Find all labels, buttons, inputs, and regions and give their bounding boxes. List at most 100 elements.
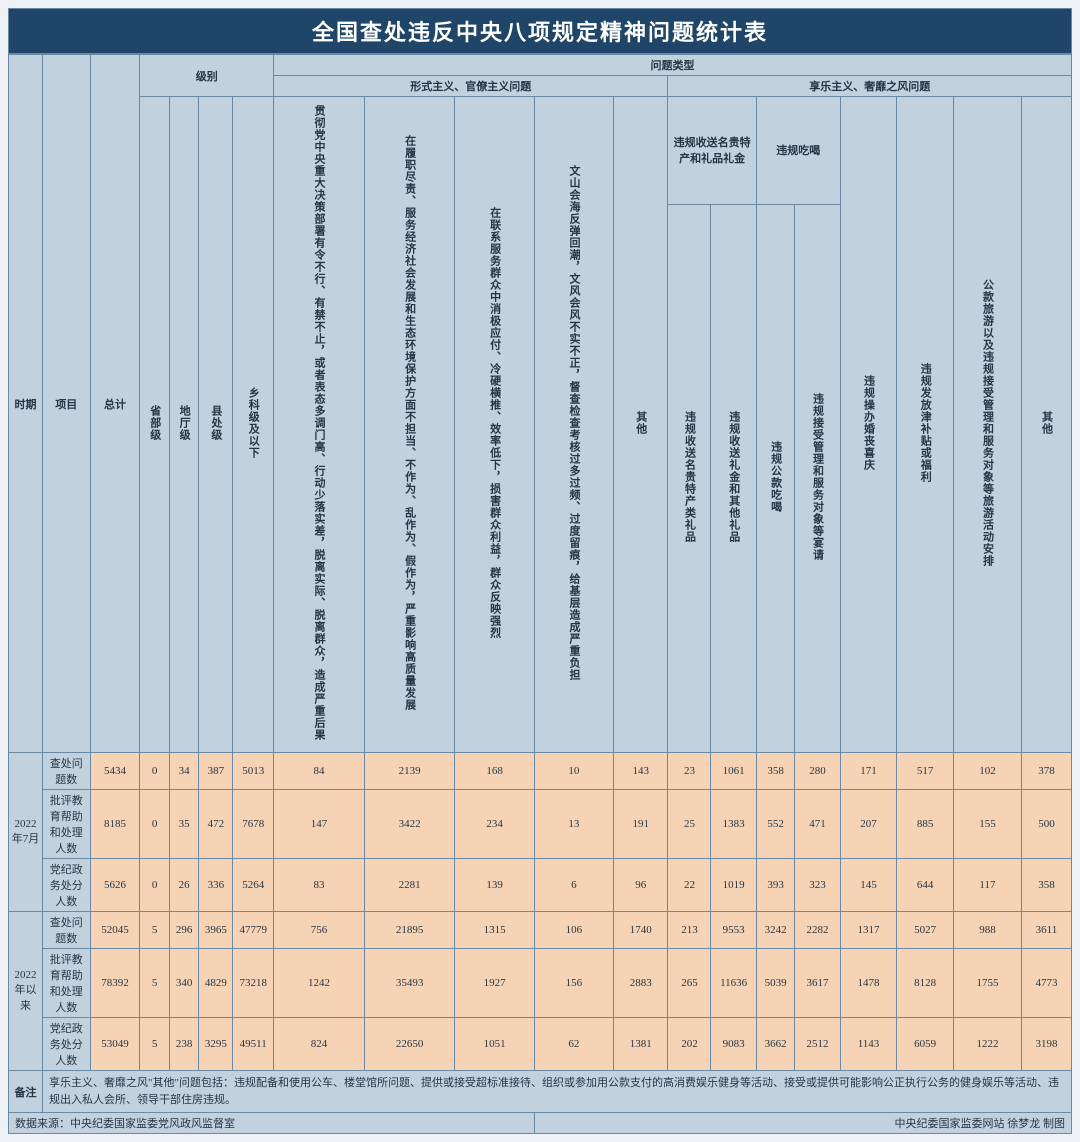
cell-data: 393 [756,859,795,912]
hdr-eat-0: 违规公款吃喝 [756,204,795,752]
cell-data: 517 [897,753,954,790]
row-item: 批评教育帮助和处理人数 [42,949,90,1018]
cell-data: 1383 [711,790,756,859]
cell-level: 0 [140,753,169,790]
cell-data: 500 [1021,790,1071,859]
cell-total: 53049 [90,1018,140,1071]
footer-right: 中央纪委国家监委网站 徐梦龙 制图 [534,1113,1071,1134]
cell-data: 83 [274,859,365,912]
remark-text: 享乐主义、奢靡之风"其他"问题包括：违规配备和使用公车、楼堂馆所问题、提供或接受… [42,1071,1071,1113]
cell-level: 26 [169,859,198,912]
hdr-period: 时期 [9,55,43,753]
cell-level: 336 [199,859,233,912]
cell-data: 8128 [897,949,954,1018]
cell-data: 2883 [614,949,668,1018]
cell-level: 5 [140,949,169,1018]
cell-level: 4829 [199,949,233,1018]
cell-data: 171 [840,753,897,790]
hdr-f4: 其他 [614,97,668,753]
row-item: 党纪政务处分人数 [42,859,90,912]
cell-level: 7678 [233,790,274,859]
hdr-item: 项目 [42,55,90,753]
cell-data: 1755 [953,949,1021,1018]
cell-level: 35 [169,790,198,859]
hdr-level-group: 级别 [140,55,274,97]
cell-data: 1315 [455,912,534,949]
hdr-h-rest2: 公款旅游以及违规接受管理和服务对象等旅游活动安排 [953,97,1021,753]
cell-data: 1740 [614,912,668,949]
cell-level: 5013 [233,753,274,790]
hdr-level-2: 县处级 [199,97,233,753]
cell-data: 147 [274,790,365,859]
hdr-eat-1: 违规接受管理和服务对象等宴请 [795,204,840,752]
cell-level: 0 [140,790,169,859]
cell-level: 3295 [199,1018,233,1071]
hdr-level-3: 乡科级及以下 [233,97,274,753]
cell-data: 552 [756,790,795,859]
cell-level: 49511 [233,1018,274,1071]
cell-data: 378 [1021,753,1071,790]
cell-data: 1143 [840,1018,897,1071]
cell-data: 2282 [795,912,840,949]
hdr-f0: 贯彻党中央重大决策部署有令不行、有禁不止，或者表态多调门高、行动少落实差，脱离实… [274,97,365,753]
cell-level: 296 [169,912,198,949]
cell-data: 1242 [274,949,365,1018]
cell-data: 2281 [364,859,455,912]
cell-data: 234 [455,790,534,859]
cell-data: 22650 [364,1018,455,1071]
cell-data: 2512 [795,1018,840,1071]
hdr-hedonism: 享乐主义、奢靡之风问题 [668,76,1072,97]
cell-data: 22 [668,859,711,912]
hdr-level-0: 省部级 [140,97,169,753]
cell-data: 1317 [840,912,897,949]
cell-data: 1051 [455,1018,534,1071]
cell-data: 202 [668,1018,711,1071]
cell-data: 323 [795,859,840,912]
cell-data: 143 [614,753,668,790]
hdr-recv-0: 违规收送名贵特产类礼品 [668,204,711,752]
cell-data: 6059 [897,1018,954,1071]
hdr-f1: 在履职尽责、服务经济社会发展和生态环境保护方面不担当、不作为、乱作为、假作为，严… [364,97,455,753]
cell-data: 265 [668,949,711,1018]
cell-data: 280 [795,753,840,790]
cell-level: 5 [140,912,169,949]
cell-data: 824 [274,1018,365,1071]
cell-data: 21895 [364,912,455,949]
cell-data: 9553 [711,912,756,949]
cell-data: 84 [274,753,365,790]
cell-data: 13 [534,790,613,859]
cell-data: 6 [534,859,613,912]
cell-data: 756 [274,912,365,949]
cell-data: 155 [953,790,1021,859]
cell-data: 3198 [1021,1018,1071,1071]
cell-data: 1478 [840,949,897,1018]
cell-data: 3662 [756,1018,795,1071]
cell-data: 988 [953,912,1021,949]
cell-level: 387 [199,753,233,790]
cell-total: 52045 [90,912,140,949]
cell-data: 5027 [897,912,954,949]
cell-data: 35493 [364,949,455,1018]
cell-data: 2139 [364,753,455,790]
hdr-formalism: 形式主义、官僚主义问题 [274,76,668,97]
hdr-receive-group: 违规收送名贵特产和礼品礼金 [668,97,756,205]
cell-total: 8185 [90,790,140,859]
cell-total: 5434 [90,753,140,790]
cell-data: 1381 [614,1018,668,1071]
cell-data: 9083 [711,1018,756,1071]
hdr-f2: 在联系服务群众中消极应付、冷硬横推、效率低下，损害群众利益，群众反映强烈 [455,97,534,753]
hdr-issue-group: 问题类型 [274,55,1072,76]
cell-level: 73218 [233,949,274,1018]
cell-data: 1927 [455,949,534,1018]
hdr-level-1: 地厅级 [169,97,198,753]
cell-data: 3422 [364,790,455,859]
cell-data: 168 [455,753,534,790]
cell-data: 207 [840,790,897,859]
cell-data: 1019 [711,859,756,912]
cell-data: 139 [455,859,534,912]
cell-level: 0 [140,859,169,912]
row-item: 党纪政务处分人数 [42,1018,90,1071]
cell-data: 4773 [1021,949,1071,1018]
cell-data: 145 [840,859,897,912]
cell-data: 96 [614,859,668,912]
